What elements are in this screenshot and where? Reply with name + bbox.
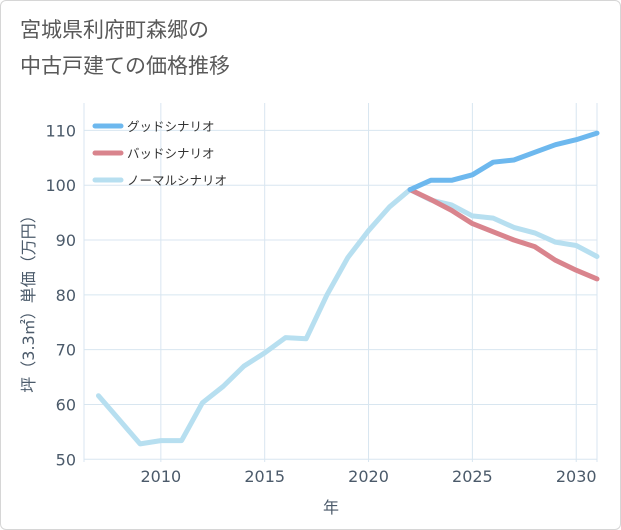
y-tick-label: 70: [56, 341, 76, 360]
y-tick-label: 80: [56, 286, 76, 305]
legend-label-0: グッドシナリオ: [127, 119, 215, 134]
y-axis-title: 坪（3.3㎡）単価（万円）: [19, 207, 38, 392]
x-axis-title: 年: [323, 498, 339, 517]
tick-labels: 2010 2015 2020 2025 2030 50 60 70 80 90 100 110: [45, 121, 596, 486]
legend-label-2: ノーマルシナリオ: [127, 173, 227, 188]
y-tick-label: 90: [56, 231, 76, 250]
x-tick-label: 2020: [348, 467, 389, 486]
series-line-2: [96, 187, 600, 447]
x-tick-label: 2015: [244, 467, 285, 486]
series-line-1: [407, 187, 600, 282]
x-tick-label: 2030: [556, 467, 597, 486]
y-tick-label: 100: [45, 176, 76, 195]
legend-label-1: バッドシナリオ: [127, 146, 215, 161]
y-tick-label: 50: [56, 450, 76, 469]
x-tick-label: 2025: [452, 467, 493, 486]
chart-title: 宮城県利府町森郷の 中古戸建ての価格推移: [20, 12, 230, 84]
chart-title-line-1: 宮城県利府町森郷の: [20, 18, 209, 42]
grid-lines: [83, 103, 598, 462]
y-tick-label: 110: [45, 121, 76, 140]
chart-title-line-2: 中古戸建ての価格推移: [20, 54, 230, 78]
series-line-0: [407, 130, 600, 193]
y-tick-label: 60: [56, 395, 76, 414]
x-tick-label: 2010: [140, 467, 181, 486]
series-lines: [96, 130, 600, 447]
